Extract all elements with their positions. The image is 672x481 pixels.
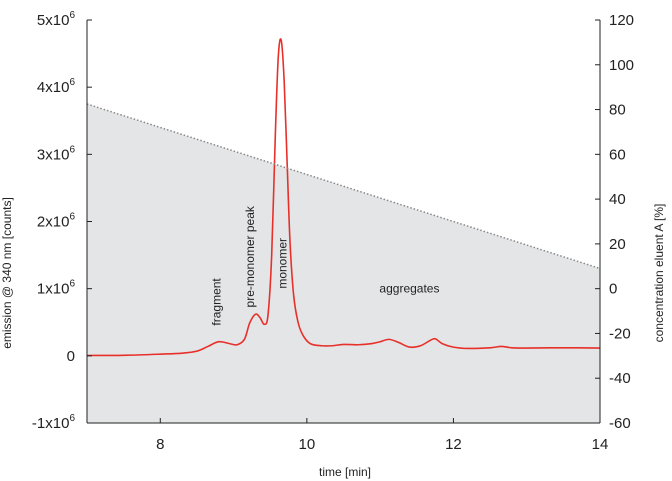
y-right-tick-label: -40 [609, 370, 631, 387]
x-tick-label: 14 [592, 436, 609, 453]
y-right-tick-label: -20 [609, 325, 631, 342]
plot-area [86, 38, 601, 423]
y-right-tick-label: 100 [609, 57, 634, 74]
y-left-tick-label: -1x106 [32, 413, 76, 432]
y-right-axis-title: concentration eluent A [%] [652, 204, 666, 343]
annotation-label: pre-monomer peak [243, 205, 257, 307]
gradient-area [87, 103, 600, 423]
x-tick-label: 8 [156, 436, 164, 453]
x-tick-label: 12 [445, 436, 462, 453]
y-left-tick-label: 1x106 [37, 279, 76, 298]
y-right-tick-label: 80 [609, 102, 626, 119]
y-right-tick-label: 0 [609, 281, 617, 298]
annotation-label: fragment [209, 278, 223, 326]
tick-labels: 8 10 12 14 -1x106 0 1x106 2x106 3x106 4x106 5x106 -… [32, 10, 634, 453]
y-left-tick-label: 4x106 [37, 77, 76, 96]
y-left-tick-label: 2x106 [37, 212, 76, 231]
emission-trace-line [86, 38, 601, 357]
y-right-tick-label: 60 [609, 146, 626, 163]
x-tick-label: 10 [299, 436, 316, 453]
y-left-tick-label: 5x106 [37, 10, 76, 29]
annotation-label: monomer [275, 238, 289, 289]
x-axis-title: time [min] [319, 465, 371, 479]
y-right-tick-label: 20 [609, 236, 626, 253]
axes [86, 19, 601, 424]
annotation-group: pre-monomer peak [243, 205, 257, 307]
gradient-line [86, 103, 601, 270]
y-right-tick-label: 40 [609, 191, 626, 208]
y-left-tick-label: 0 [67, 348, 75, 365]
y-right-tick-label: 120 [609, 12, 634, 29]
y-right-tick-label: -60 [609, 415, 631, 432]
y-left-tick-label: 3x106 [37, 144, 76, 163]
annotation-label: aggregates [379, 282, 439, 296]
y-left-axis-title: emission @ 340 nm [counts] [0, 197, 14, 349]
annotation-group: monomer [275, 238, 289, 289]
annotation-group: fragment [209, 278, 223, 326]
annotations: fragment pre-monomer peak monomer aggregate… [209, 205, 439, 326]
